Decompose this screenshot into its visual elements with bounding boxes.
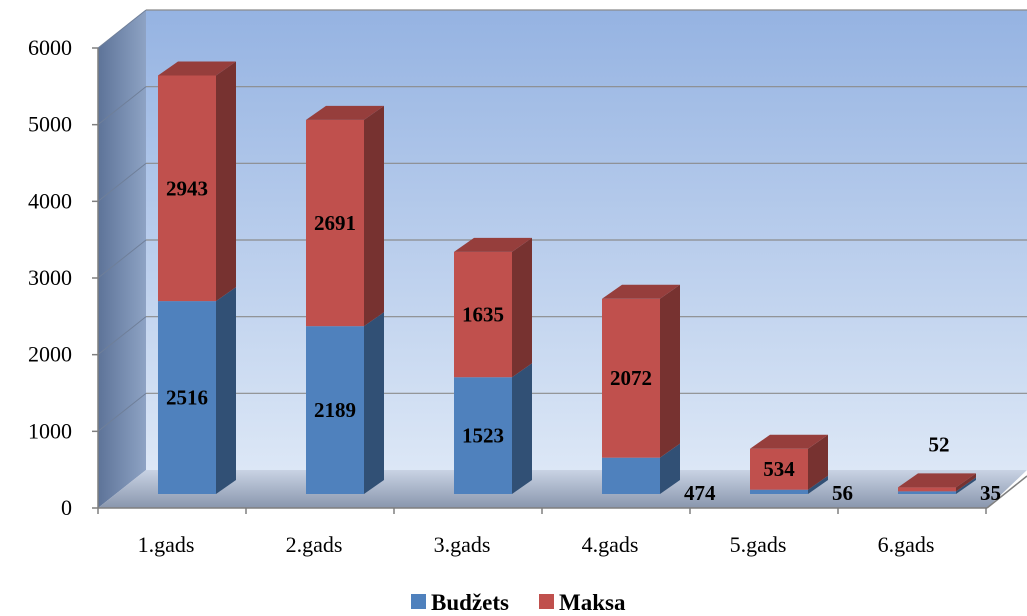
bar-side xyxy=(660,443,680,494)
gridline-side xyxy=(97,86,147,126)
bar-side xyxy=(956,477,976,494)
x-tick-label: 6.gads xyxy=(878,532,935,557)
data-label: 2943 xyxy=(166,176,208,200)
x-tick-label: 4.gads xyxy=(582,532,639,557)
y-tick-label: 0 xyxy=(61,495,72,520)
bar-front xyxy=(898,487,956,492)
x-tick-label: 2.gads xyxy=(286,532,343,557)
data-label: 2072 xyxy=(610,366,652,390)
bar-side xyxy=(216,61,236,302)
bar-front xyxy=(750,448,808,490)
x-tick-label: 3.gads xyxy=(434,532,491,557)
legend-label-maksa: Maksa xyxy=(559,590,626,615)
bar-segment-budzets xyxy=(158,287,236,494)
legend: Budžets Maksa xyxy=(411,590,626,615)
y-tick-label: 1000 xyxy=(28,418,72,443)
bars xyxy=(158,61,976,494)
data-label: 534 xyxy=(763,457,795,481)
bar-side xyxy=(660,284,680,458)
bar-side xyxy=(808,475,828,494)
y-tick-label: 5000 xyxy=(28,112,72,137)
legend-swatch-budzets xyxy=(411,594,426,609)
data-label: 2691 xyxy=(314,211,356,235)
bar-segment-maksa xyxy=(898,473,976,492)
x-tick-label: 5.gads xyxy=(730,532,787,557)
bar-segment-budzets xyxy=(750,475,828,494)
bar-front xyxy=(898,491,956,494)
y-tick-label: 4000 xyxy=(28,188,72,213)
legend-label-budzets: Budžets xyxy=(431,590,509,615)
bar-front xyxy=(602,457,660,494)
bar-top xyxy=(306,105,384,120)
bar-segment-budzets xyxy=(898,477,976,494)
data-label: 52 xyxy=(929,432,950,456)
bar-front xyxy=(454,377,512,494)
gridline-side xyxy=(97,316,147,356)
bar-segment-maksa xyxy=(602,284,680,458)
bar-front xyxy=(158,75,216,302)
bar-side xyxy=(512,363,532,494)
bar-front xyxy=(454,251,512,378)
data-label: 1523 xyxy=(462,424,504,448)
x-tick-labels: 1.gads 2.gads 3.gads 4.gads 5.gads 6.gads xyxy=(138,532,935,557)
bar-segment-maksa xyxy=(306,105,384,327)
bar-side xyxy=(808,434,828,490)
bar-top xyxy=(750,434,828,449)
bar-segment-maksa xyxy=(158,61,236,302)
data-label: 2189 xyxy=(314,398,356,422)
data-label: 56 xyxy=(832,481,853,505)
bar-segment-maksa xyxy=(454,237,532,378)
data-labels: 2516 2943 2189 2691 1523 1635 474 2072 56 534 35 52 xyxy=(166,176,1001,505)
bar-front xyxy=(306,119,364,327)
gridline-side xyxy=(97,239,147,279)
bar-segment-budzets xyxy=(306,312,384,494)
legend-swatch-maksa xyxy=(539,594,554,609)
y-tick-labels: 0 1000 2000 3000 4000 5000 6000 xyxy=(28,35,72,520)
gridline-side xyxy=(97,9,147,49)
bar-top xyxy=(454,237,532,252)
bar-segment-budzets xyxy=(454,363,532,494)
data-label: 35 xyxy=(980,481,1001,505)
bar-segment-maksa xyxy=(750,434,828,490)
bar-front xyxy=(602,298,660,458)
gridline-side xyxy=(97,392,147,432)
bar-side xyxy=(364,312,384,494)
y-tick-label: 2000 xyxy=(28,342,72,367)
floor xyxy=(98,470,1027,508)
bar-top xyxy=(158,61,236,76)
data-label: 2516 xyxy=(166,386,208,410)
bar-side xyxy=(364,105,384,327)
bar-top xyxy=(898,473,976,488)
y-tick-label: 3000 xyxy=(28,265,72,290)
plot-background xyxy=(98,10,1027,508)
data-label: 1635 xyxy=(462,303,504,327)
bar-front xyxy=(158,301,216,494)
gridlines xyxy=(97,9,1027,432)
x-tick-label: 1.gads xyxy=(138,532,195,557)
x-axis-depth-line xyxy=(986,475,1027,509)
bar-side xyxy=(512,237,532,378)
bar-side xyxy=(956,473,976,492)
bar-side xyxy=(216,287,236,494)
bar-front xyxy=(306,326,364,494)
gridline-side xyxy=(97,162,147,202)
y-tick-label: 6000 xyxy=(28,35,72,60)
bar-segment-budzets xyxy=(602,443,680,494)
bar-top xyxy=(602,284,680,299)
axes xyxy=(92,47,1027,514)
bar-front xyxy=(750,489,808,494)
data-label: 474 xyxy=(684,481,716,505)
